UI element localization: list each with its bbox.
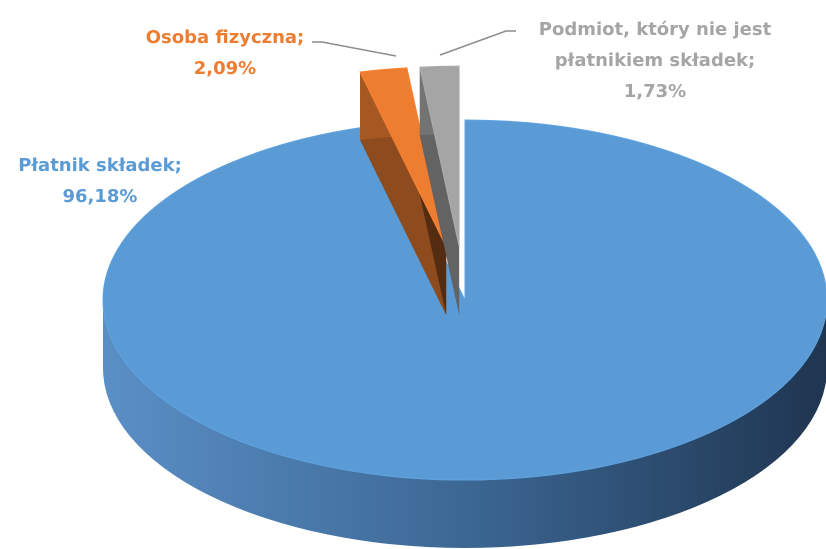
leader-line bbox=[312, 41, 397, 57]
slice bbox=[102, 119, 826, 481]
value-label: 96,18% bbox=[62, 186, 138, 207]
data-label: Płatnik składek; 96,18% bbox=[0, 150, 200, 212]
category-label: Płatnik składek; bbox=[18, 155, 182, 176]
category-label: Osoba fizyczna; bbox=[145, 27, 305, 48]
value-label: 1,73% bbox=[623, 81, 687, 102]
value-label: 2,09% bbox=[193, 58, 257, 79]
data-label: Osoba fizyczna; 2,09% bbox=[120, 22, 330, 84]
category-label: Podmiot, który nie jest płatnikiem skład… bbox=[538, 19, 772, 71]
slice-side bbox=[103, 300, 826, 548]
data-label: Podmiot, który nie jest płatnikiem skład… bbox=[515, 14, 795, 107]
slice bbox=[359, 67, 447, 248]
leader-line bbox=[439, 30, 516, 56]
slice bbox=[419, 65, 460, 247]
